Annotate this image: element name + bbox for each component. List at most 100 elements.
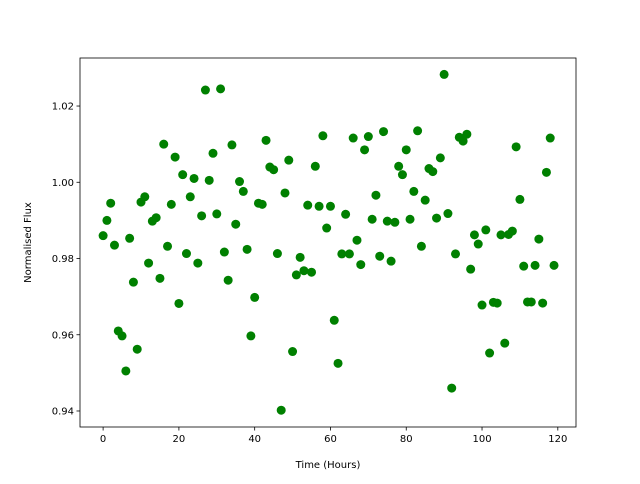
data-point — [125, 233, 135, 243]
data-point — [155, 273, 165, 283]
data-point — [98, 231, 108, 241]
data-point — [371, 190, 381, 200]
data-point — [291, 270, 301, 280]
data-point — [295, 252, 305, 262]
axes-frame — [79, 57, 577, 428]
y-tick-label: 0.96 — [52, 330, 74, 341]
data-point — [451, 249, 461, 259]
data-point — [352, 235, 362, 245]
data-point — [204, 175, 214, 185]
data-point — [261, 135, 271, 145]
data-point — [246, 331, 256, 341]
data-point — [394, 161, 404, 171]
data-point — [212, 209, 222, 219]
data-point — [500, 338, 510, 348]
x-tick-label: 80 — [400, 434, 413, 445]
data-point — [307, 267, 317, 277]
data-point — [140, 192, 150, 202]
data-point — [178, 170, 188, 180]
data-point — [337, 249, 347, 259]
data-point — [477, 300, 487, 310]
data-point — [534, 234, 544, 244]
data-point — [200, 85, 210, 95]
data-point — [299, 266, 309, 276]
data-point — [379, 127, 389, 137]
x-tick-label: 60 — [324, 434, 337, 445]
data-point — [250, 292, 260, 302]
data-point — [223, 275, 233, 285]
data-point — [538, 298, 548, 308]
data-point — [519, 261, 529, 271]
data-point — [341, 209, 351, 219]
data-point — [132, 344, 142, 354]
data-point — [269, 165, 279, 175]
data-point — [515, 194, 525, 204]
data-point — [284, 155, 294, 165]
data-point — [272, 249, 282, 259]
x-tick-label: 20 — [173, 434, 186, 445]
data-point — [238, 186, 248, 196]
data-point — [413, 126, 423, 136]
data-point — [276, 405, 286, 415]
y-axis-ticks: 0.94 0.96 0.98 1.00 1.02 — [52, 102, 80, 417]
data-point — [189, 173, 199, 183]
data-point — [121, 366, 131, 376]
data-point — [117, 331, 127, 341]
data-point — [390, 217, 400, 227]
data-point — [235, 177, 245, 187]
x-tick-label: 40 — [248, 434, 261, 445]
data-point — [549, 260, 559, 270]
data-point — [208, 148, 218, 158]
data-point — [174, 298, 184, 308]
data-point — [405, 214, 415, 224]
data-point — [432, 213, 442, 223]
data-points — [98, 69, 559, 415]
data-point — [333, 358, 343, 368]
data-point — [485, 348, 495, 358]
data-point — [348, 133, 358, 143]
data-point — [511, 142, 521, 152]
data-point — [496, 230, 506, 240]
x-axis-label: Time (Hours) — [295, 460, 361, 471]
data-point — [303, 200, 313, 210]
data-point — [109, 240, 119, 250]
data-point — [231, 219, 241, 229]
data-point — [144, 258, 154, 268]
data-point — [507, 226, 517, 236]
data-point — [163, 241, 173, 251]
data-point — [447, 383, 457, 393]
data-point — [344, 249, 354, 259]
data-point — [356, 260, 366, 270]
data-point — [329, 315, 339, 325]
data-point — [151, 213, 161, 223]
data-point — [458, 136, 468, 146]
data-point — [166, 199, 176, 209]
data-point — [435, 153, 445, 163]
data-point — [219, 247, 229, 257]
data-point — [375, 251, 385, 261]
data-point — [416, 241, 426, 251]
data-point — [469, 230, 479, 240]
data-point — [257, 199, 267, 209]
y-tick-label: 0.98 — [52, 254, 74, 265]
data-point — [216, 84, 226, 94]
y-tick-label: 1.00 — [52, 178, 74, 189]
data-point — [541, 167, 551, 177]
data-point — [197, 211, 207, 221]
data-point — [386, 256, 396, 266]
data-point — [466, 264, 476, 274]
data-point — [288, 347, 298, 357]
data-point — [526, 297, 536, 307]
data-point — [322, 223, 332, 233]
data-point — [325, 201, 335, 211]
y-tick-label: 1.02 — [52, 102, 74, 113]
data-point — [280, 188, 290, 198]
x-tick-label: 120 — [548, 434, 567, 445]
data-point — [185, 192, 195, 202]
data-point — [360, 145, 370, 155]
y-axis-label: Normalised Flux — [23, 202, 34, 283]
data-point — [367, 214, 377, 224]
data-point — [170, 152, 180, 162]
